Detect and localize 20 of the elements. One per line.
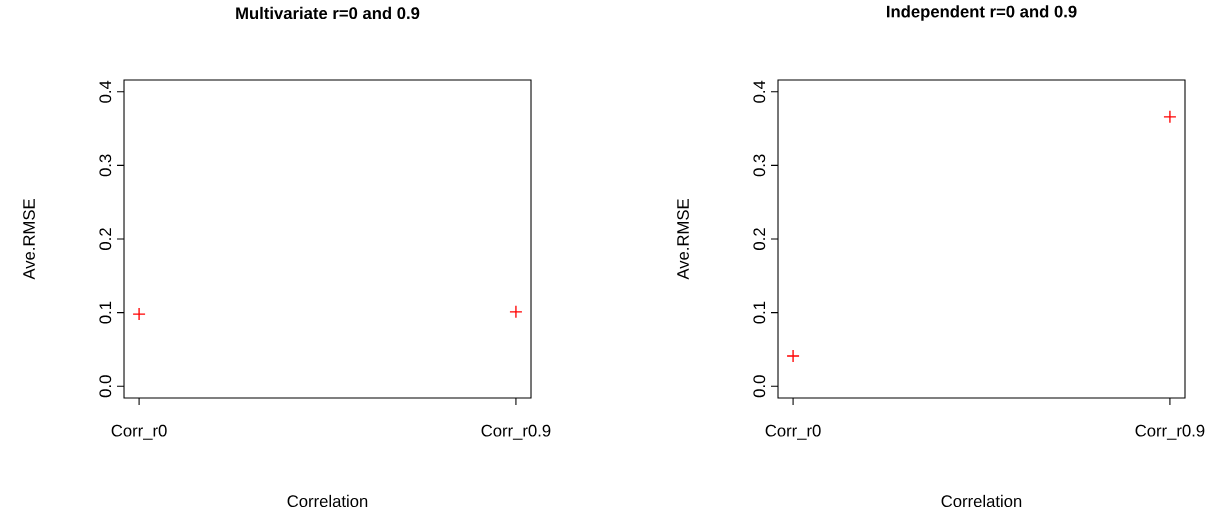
y-tick-label: 0.3 — [753, 154, 766, 177]
y-tick-label: 0.1 — [753, 301, 766, 324]
x-axis-title: Correlation — [941, 494, 1022, 508]
y-tick-label: 0.0 — [99, 375, 112, 398]
y-tick-label: 0.4 — [99, 80, 112, 103]
chart-title: Independent r=0 and 0.9 — [886, 5, 1077, 21]
y-tick-label: 0.1 — [99, 301, 112, 324]
x-tick-label: Corr_r0.9 — [481, 424, 551, 440]
x-tick-label: Corr_r0 — [111, 424, 167, 440]
x-axis-title: Correlation — [287, 494, 368, 508]
x-tick-label: Corr_r0.9 — [1135, 424, 1205, 440]
y-tick-label: 0.2 — [99, 228, 112, 250]
x-tick-label: Corr_r0 — [765, 424, 821, 440]
y-tick-label: 0.4 — [753, 80, 766, 103]
y-tick-label: 0.3 — [99, 154, 112, 177]
chart-title: Multivariate r=0 and 0.9 — [236, 6, 420, 20]
y-tick-label: 0.0 — [753, 375, 766, 398]
y-axis-title: Ave.RMSE — [677, 199, 689, 280]
y-tick-label: 0.2 — [753, 228, 766, 250]
y-axis-title: Ave.RMSE — [23, 199, 35, 280]
